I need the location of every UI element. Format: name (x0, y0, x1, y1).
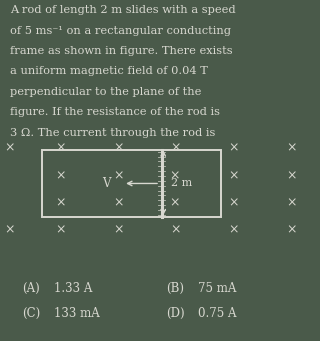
Text: (C): (C) (22, 307, 41, 320)
Text: ×: × (169, 196, 180, 209)
Text: ×: × (56, 224, 66, 237)
Text: (D): (D) (166, 307, 185, 320)
Text: ×: × (228, 224, 239, 237)
Text: a uniform magnetic field of 0.04 T: a uniform magnetic field of 0.04 T (10, 66, 207, 76)
Text: 75 mA: 75 mA (198, 282, 237, 295)
Text: ×: × (169, 169, 180, 182)
Text: ×: × (113, 224, 124, 237)
Text: ×: × (286, 196, 296, 209)
Text: V: V (102, 177, 110, 190)
Text: 0.75 A: 0.75 A (198, 307, 237, 320)
Text: 133 mA: 133 mA (54, 307, 100, 320)
Text: A rod of length 2 m slides with a speed: A rod of length 2 m slides with a speed (10, 5, 235, 15)
Text: ×: × (228, 196, 239, 209)
Text: ×: × (113, 196, 124, 209)
Text: ×: × (228, 142, 239, 155)
Text: (A): (A) (22, 282, 40, 295)
Text: ×: × (113, 142, 124, 155)
Text: (B): (B) (166, 282, 184, 295)
Text: ×: × (56, 142, 66, 155)
Text: 2 m: 2 m (171, 178, 192, 189)
Text: ×: × (4, 142, 15, 155)
Text: of 5 ms⁻¹ on a rectangular conducting: of 5 ms⁻¹ on a rectangular conducting (10, 26, 231, 35)
Text: 1.33 A: 1.33 A (54, 282, 93, 295)
Text: ×: × (286, 169, 296, 182)
Text: ×: × (56, 196, 66, 209)
Text: figure. If the resistance of the rod is: figure. If the resistance of the rod is (10, 107, 220, 117)
Text: ×: × (171, 224, 181, 237)
Text: ×: × (286, 142, 296, 155)
Text: ×: × (171, 142, 181, 155)
Text: perpendicular to the plane of the: perpendicular to the plane of the (10, 87, 201, 97)
Text: 3 Ω. The current through the rod is: 3 Ω. The current through the rod is (10, 128, 215, 138)
Text: ×: × (286, 224, 296, 237)
Text: ×: × (56, 169, 66, 182)
Text: ×: × (113, 169, 124, 182)
Text: frame as shown in figure. There exists: frame as shown in figure. There exists (10, 46, 232, 56)
Text: ×: × (228, 169, 239, 182)
Bar (42, 150, 221, 217)
Text: ×: × (4, 224, 15, 237)
